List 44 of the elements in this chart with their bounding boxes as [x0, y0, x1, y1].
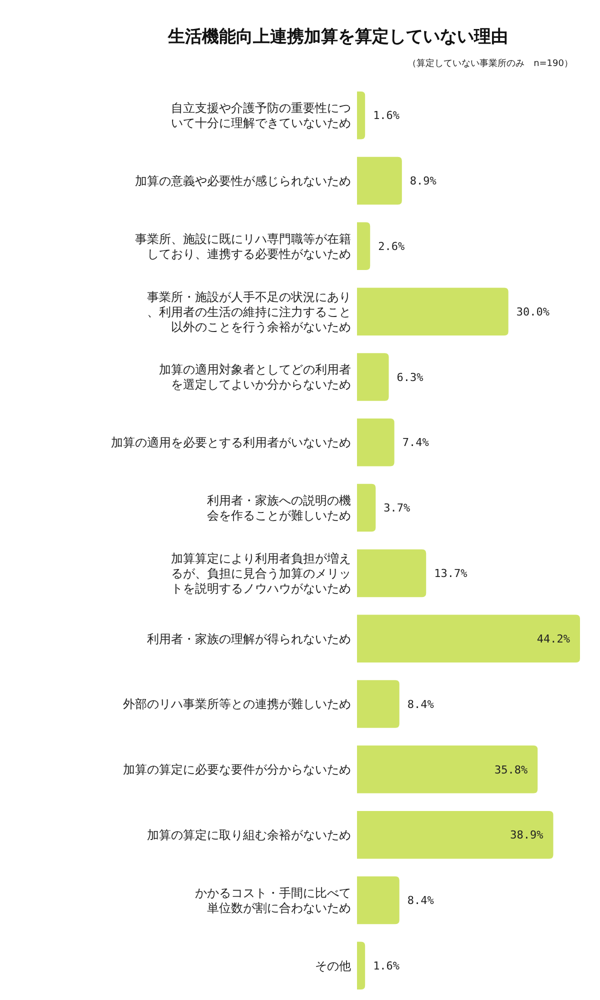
bar [357, 353, 389, 401]
bar [357, 484, 376, 532]
y-tick-label: 外部のリハ事業所等との連携が難しいため [123, 697, 351, 712]
data-label: 13.7% [434, 567, 468, 580]
data-label: 6.3% [396, 370, 424, 384]
data-label: 1.6% [373, 109, 400, 122]
bar [357, 156, 402, 205]
y-tick-label: 利用者・家族の理解が得られないため [147, 632, 351, 646]
y-tick-label: 加算の算定に取り組む余裕がないため [147, 828, 351, 842]
bar [357, 942, 366, 990]
data-label: 2.6% [378, 240, 405, 254]
y-tick-label: 自立支援や介護予防の重要性について十分に理解できていないため [171, 101, 351, 130]
y-tick-label: 利用者・家族への説明の機会を作ることが難しいため [207, 494, 351, 522]
chart-subtitle: （算定していない事業所のみ n=190） [408, 58, 573, 69]
data-label: 7.4% [402, 436, 430, 450]
y-tick-label: 加算の適用を必要とする利用者がいないため [111, 436, 351, 450]
bar [357, 614, 580, 662]
data-label: 8.9% [410, 174, 437, 188]
bar [357, 746, 538, 794]
y-tick-label: かかるコスト・手間に比べて単位数が割に合わないため [195, 886, 351, 915]
bar [357, 222, 370, 270]
y-tick-label: 加算の算定に必要な要件が分からないため [123, 762, 351, 777]
bar [357, 549, 426, 598]
bar [357, 418, 394, 466]
chart-title: 生活機能向上連携加算を算定していない理由 [167, 27, 508, 47]
data-label: 38.9% [510, 828, 544, 842]
data-label: 3.7% [384, 502, 411, 515]
y-tick-label: その他 [315, 958, 351, 973]
bar [357, 810, 554, 859]
bar [357, 92, 366, 140]
y-tick-label: 事業所、施設に既にリハ専門職等が在籍しており、連携する必要性がないため [135, 232, 351, 261]
data-label: 1.6% [373, 959, 400, 972]
data-label: 35.8% [494, 763, 528, 776]
y-tick-label: 加算の意義や必要性が感じられないため [135, 174, 351, 188]
data-label: 8.4% [407, 894, 434, 908]
y-tick-label: 加算の適用対象者としてどの利用者を選定してよいか分からないため [159, 362, 351, 392]
bar [357, 288, 508, 336]
data-label: 44.2% [536, 632, 570, 646]
data-label: 8.4% [407, 698, 434, 711]
y-tick-label: 加算算定により利用者負担が増えるが、負担に見合う加算のメリットを説明するノウハウがないため [171, 551, 351, 596]
bar [357, 876, 400, 924]
y-tick-label: 事業所・施設が人手不足の状況にあり、利用者の生活の維持に注力すること以外のことを行う余裕がないため [147, 290, 351, 334]
bar [357, 680, 400, 728]
data-label: 30.0% [516, 305, 550, 318]
